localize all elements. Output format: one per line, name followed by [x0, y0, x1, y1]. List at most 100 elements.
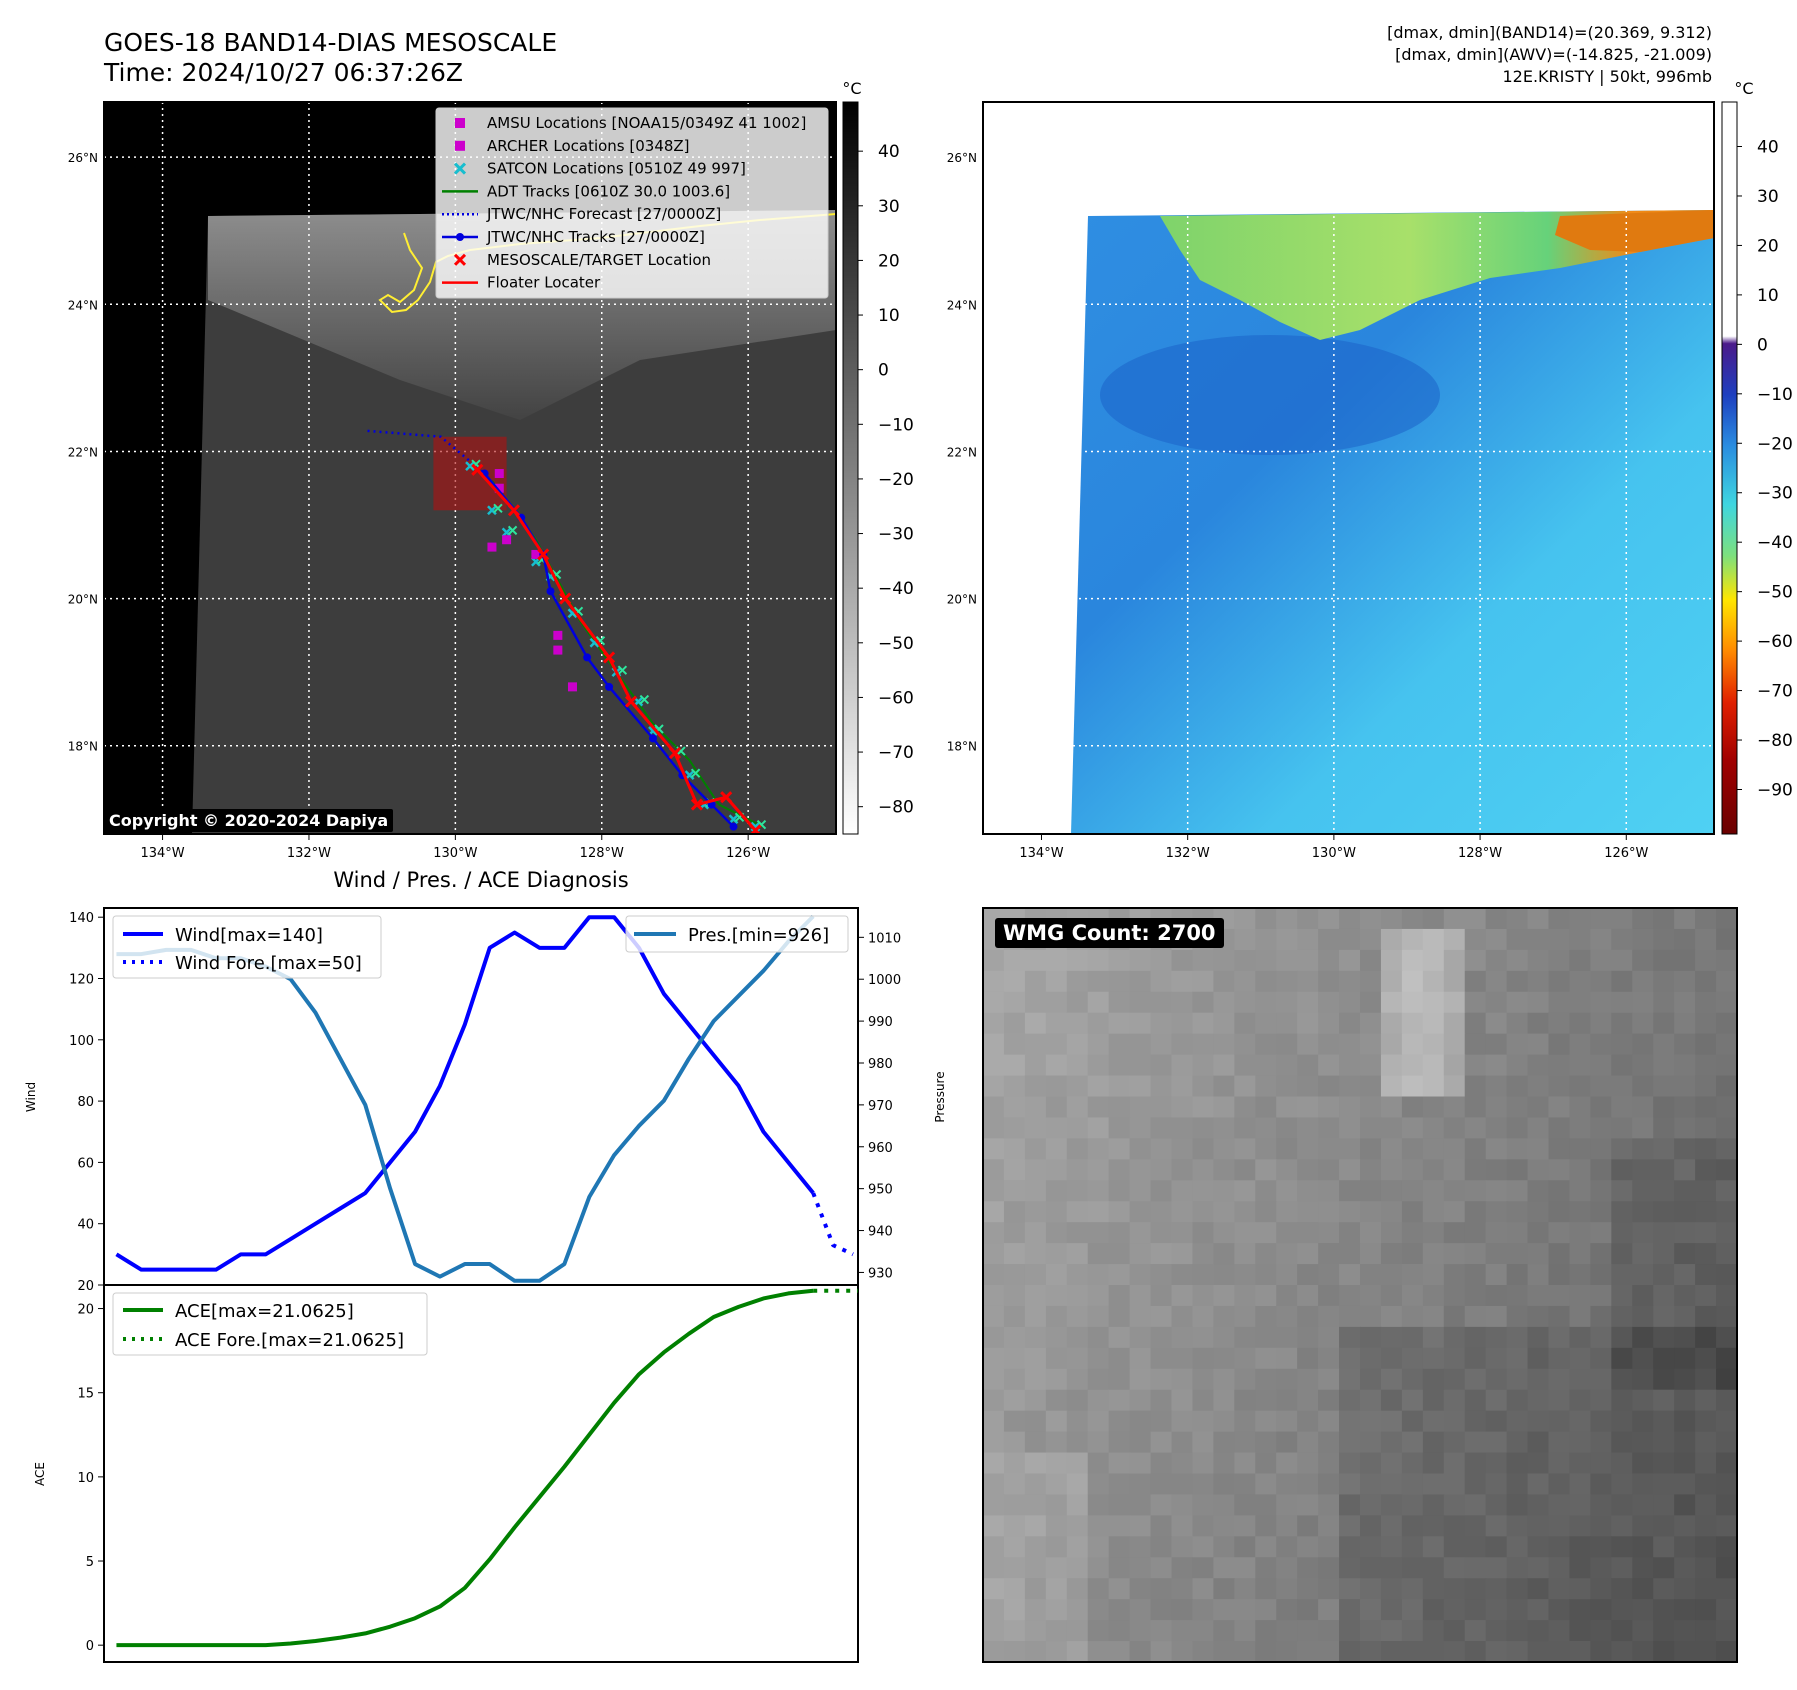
wmg-pixel: [1422, 1473, 1445, 1496]
wmg-pixel: [1171, 1264, 1194, 1286]
wmg-pixel: [1464, 1305, 1487, 1328]
y-tick-label: 20: [77, 1303, 94, 1318]
wmg-pixel: [1234, 1054, 1256, 1077]
wmg-pixel: [1485, 1578, 1508, 1600]
wmg-pixel: [1716, 1159, 1738, 1181]
wmg-pixel: [1066, 1075, 1089, 1098]
enh-lat-tick-label: 20°N: [947, 593, 977, 607]
wmg-pixel: [1716, 1599, 1738, 1621]
wmg-pixel: [1255, 1285, 1277, 1307]
wmg-pixel: [1401, 1389, 1424, 1412]
wmg-pixel: [1632, 1326, 1654, 1349]
wmg-pixel: [1234, 1410, 1256, 1433]
wmg-pixel: [1255, 1159, 1277, 1181]
wmg-pixel: [1360, 1075, 1382, 1098]
wmg-pixel: [1464, 1578, 1487, 1600]
wmg-pixel: [1360, 1431, 1382, 1454]
wmg-pixel: [1548, 1117, 1571, 1139]
wmg-pixel: [1234, 1473, 1256, 1496]
wmg-pixel: [1695, 1243, 1717, 1265]
ir-colorbar-gradient: [842, 101, 859, 835]
ir-lon-tick-label: 130°W: [433, 846, 477, 861]
wmg-pixel: [1129, 1326, 1152, 1349]
wmg-pixel: [1360, 970, 1382, 993]
wmg-pixel: [1401, 1641, 1424, 1663]
wmg-pixel: [1443, 1222, 1466, 1244]
wind-legend-label: Wind[max=140]: [175, 925, 323, 946]
wmg-pixel: [1716, 1452, 1738, 1475]
wmg-pixel: [1066, 1494, 1089, 1516]
wmg-pixel: [1024, 1075, 1047, 1098]
wmg-pixel: [1653, 1285, 1675, 1307]
wmg-pixel: [1108, 1452, 1131, 1475]
wmg-pixel: [1590, 928, 1612, 951]
series-line: [115, 915, 815, 1272]
wmg-pixel: [1548, 1159, 1571, 1181]
y2-tick-label: 1010: [868, 931, 901, 946]
wmg-pixel: [1276, 1410, 1298, 1433]
wmg-pixel: [1045, 1326, 1068, 1349]
wmg-pixel: [1506, 1222, 1529, 1244]
wmg-pixel: [1716, 970, 1738, 993]
wmg-pixel: [1590, 1578, 1612, 1600]
wmg-pixel: [1674, 1599, 1696, 1621]
wmg-pixel: [983, 1264, 1005, 1286]
wmg-pixel: [1150, 1326, 1173, 1349]
wmg-pixel: [1674, 1117, 1696, 1139]
wmg-pixel: [1527, 1452, 1550, 1475]
wmg-pixel: [1716, 1285, 1738, 1307]
wmg-pixel: [1695, 1578, 1717, 1600]
wmg-pixel: [1611, 970, 1633, 993]
wmg-pixel: [1360, 1243, 1382, 1265]
wmg-pixel: [1150, 1473, 1173, 1496]
satcon-marker: [487, 505, 497, 516]
wmg-pixel: [1485, 1264, 1508, 1286]
wmg-pixel: [1527, 1515, 1550, 1537]
wmg-pixel: [1674, 908, 1696, 930]
wmg-pixel: [1171, 1368, 1194, 1391]
wmg-pixel: [1632, 1578, 1654, 1600]
wmg-pixel: [1045, 949, 1068, 972]
wmg-pixel: [1150, 949, 1173, 972]
wmg-pixel: [1297, 1452, 1319, 1475]
enh-gridlines: [983, 102, 1714, 834]
wmg-pixel: [983, 1494, 1005, 1516]
wmg-pixel: [1003, 1326, 1026, 1349]
wmg-pixel: [1632, 1305, 1654, 1328]
wmg-pixel: [1611, 1494, 1633, 1516]
wmg-pixel: [1569, 928, 1591, 951]
colorbar-tick-label: −10: [878, 415, 914, 435]
wmg-pixel: [1401, 908, 1424, 930]
wmg-pixel: [1318, 1347, 1340, 1370]
wmg-pixel: [1401, 1368, 1424, 1391]
wmg-pixel: [1171, 1410, 1194, 1433]
wmg-pixel: [1527, 1180, 1550, 1202]
wmg-pixel: [1129, 1347, 1152, 1370]
wmg-pixel: [1003, 1431, 1026, 1454]
wmg-pixel: [1569, 1578, 1591, 1600]
wmg-pixel: [1108, 991, 1131, 1014]
wmg-pixel: [1108, 1347, 1131, 1370]
wmg-pixel: [1087, 1243, 1110, 1265]
wmg-pixel: [1318, 1410, 1340, 1433]
wmg-pixel: [1611, 1054, 1633, 1077]
wmg-pixel: [1569, 1620, 1591, 1642]
colorbar-tick-label: 20: [878, 251, 900, 271]
wmg-pixel: [1653, 1096, 1675, 1119]
wmg-pixel: [1171, 1012, 1194, 1035]
wmg-pixel: [1003, 1389, 1026, 1412]
wmg-pixel: [1045, 1096, 1068, 1119]
wmg-pixel: [1485, 1389, 1508, 1412]
wmg-pixel: [1443, 1368, 1466, 1391]
wmg-pixel: [1024, 1515, 1047, 1537]
wmg-pixel: [1066, 1515, 1089, 1537]
wmg-pixel: [1318, 1096, 1340, 1119]
wmg-pixel: [1611, 1305, 1633, 1328]
wmg-pixel: [1380, 1620, 1403, 1642]
wmg-pixel: [1255, 1599, 1277, 1621]
wmg-pixel: [1464, 1515, 1487, 1537]
wmg-pixel: [1129, 1285, 1152, 1307]
wmg-pixel: [1150, 1054, 1173, 1077]
wmg-pixel: [1024, 1641, 1047, 1663]
wmg-pixel: [1192, 1243, 1214, 1265]
